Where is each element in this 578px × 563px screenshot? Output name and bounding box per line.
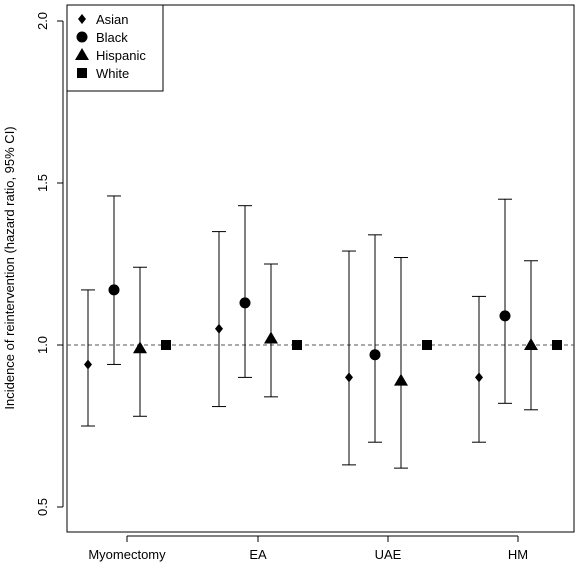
x-tick-label: EA <box>249 547 267 562</box>
y-tick-label: 1.0 <box>35 336 50 354</box>
data-point-hispanic <box>133 341 147 354</box>
data-point-black <box>499 310 511 322</box>
legend: Asian Black Hispanic White <box>66 4 164 92</box>
y-axis-title: Incidence of reintervention (hazard rati… <box>2 126 17 409</box>
y-tick-label: 1.5 <box>35 174 50 192</box>
data-point-white <box>422 340 432 350</box>
y-tick-label: 2.0 <box>35 12 50 30</box>
y-tick-label: 0.5 <box>35 498 50 516</box>
legend-marker-square-icon <box>77 68 87 78</box>
data-point-black <box>239 297 251 309</box>
data-point-white <box>292 340 302 350</box>
y-axis: 0.5 1.0 1.5 2.0 <box>35 12 64 516</box>
data-point-asian <box>215 323 223 334</box>
x-tick-label: Myomectomy <box>88 547 166 562</box>
data-point-hispanic <box>264 331 278 344</box>
legend-marker-diamond-icon <box>78 14 86 24</box>
x-axis: Myomectomy EA UAE HM <box>88 535 528 562</box>
data-point-asian <box>345 372 353 383</box>
data-point-black <box>108 284 120 296</box>
data-point-asian <box>84 359 92 370</box>
data-point-white <box>161 340 171 350</box>
x-tick-label: HM <box>508 547 528 562</box>
legend-marker-triangle-icon <box>75 48 89 60</box>
data-point-white <box>552 340 562 350</box>
legend-label: Black <box>96 30 128 45</box>
legend-label: Hispanic <box>96 48 146 63</box>
data-point-black <box>369 349 381 361</box>
legend-marker-circle-icon <box>76 31 88 43</box>
legend-label: Asian <box>96 12 129 27</box>
x-tick-label: UAE <box>375 547 402 562</box>
data-marks <box>81 195 562 469</box>
data-point-hispanic <box>394 373 408 386</box>
data-point-asian <box>475 372 483 383</box>
plot-frame <box>66 4 575 533</box>
data-point-hispanic <box>524 338 538 350</box>
legend-label: White <box>96 66 129 81</box>
